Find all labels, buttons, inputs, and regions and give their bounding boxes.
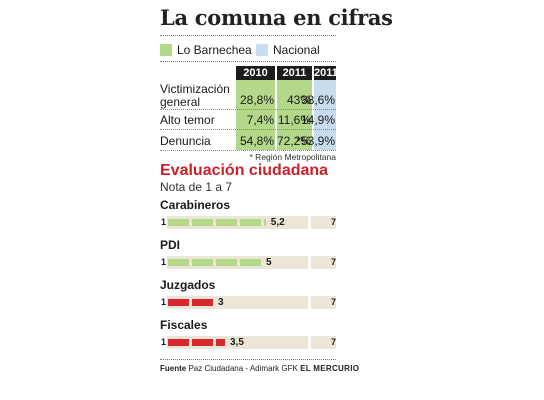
rating-bar-segment [168,259,189,266]
table-cell: *53,9% [296,133,335,148]
table-cell: 43% [286,93,311,107]
scale-max-label: 7 [330,337,336,347]
row-label: Victimización general [160,83,230,109]
divider [160,61,336,62]
rating-bar-segment [216,259,237,266]
rating-track: 1 7 3,5 [160,336,336,349]
rating-label: Juzgados [160,278,216,292]
row-label-line: Victimización [160,82,230,96]
legend-item-nacional: Nacional [256,43,320,57]
scale-min-label: 1 [160,256,167,269]
rating-track: 1 7 3 [160,296,336,309]
legend-label-nacional: Nacional [273,43,320,57]
rating-bar-segment [264,219,266,226]
table-cell: 11,6% [277,113,311,127]
legend-swatch-green [160,44,172,56]
rating-bar-segment [168,339,189,346]
rating-track: 1 7 5 [160,256,336,269]
rating-label: Carabineros [160,198,231,212]
row-label: Alto temor [160,114,215,127]
scale-max-label: 7 [330,257,336,267]
scale-gap [308,216,311,229]
rating-value-label: 3 [216,296,226,309]
scale-gap [308,296,311,309]
rating-value-label: 3,5 [228,336,246,349]
divider [160,359,336,360]
infographic-title: La comuna en cifras [160,5,393,30]
rating-bar-segment [192,259,213,266]
rating-track: 1 7 5,2 [160,216,336,229]
row-separator [160,129,336,130]
column-header: 2011 [277,66,312,80]
table-cell: 38,6% [300,93,335,107]
column-background [236,80,275,150]
scale-min-label: 1 [160,216,167,229]
column-header: 2010 [236,66,275,80]
divider [160,35,336,36]
rating-bar-segment [240,219,261,226]
row-separator [160,109,336,110]
evaluation-subtitle: Nota de 1 a 7 [160,180,233,194]
table-cell: 72,2% [276,133,311,148]
rating-bar-segment [216,339,225,346]
evaluation-title: Evaluación ciudadana [160,162,329,179]
rating-bar-segment [192,219,213,226]
legend-swatch-blue [256,44,268,56]
rating-bar-segment [216,219,237,226]
publisher-logo: EL MERCURIO [300,364,360,373]
legend-item-lo-barnechea: Lo Barnechea [160,43,252,57]
row-label: Denuncia [160,133,211,148]
column-header: 2011 [314,66,338,80]
rating-label: PDI [160,238,181,252]
scale-gap [308,336,311,349]
rating-value-label: 5,2 [268,216,287,229]
row-label-line: general [160,95,201,109]
table-cell: 54,8% [239,133,274,148]
scale-gap [308,256,311,269]
source-text: Paz Ciudadana - Adimark GFK [188,364,298,373]
row-label-line: Denuncia [160,133,211,148]
column-background [277,80,312,150]
rating-value-label: 5 [264,256,274,269]
row-separator [160,150,336,151]
rating-bar-segment [168,219,189,226]
table-cell: 28,8% [239,93,274,107]
legend: Lo Barnechea Nacional [160,43,336,59]
scale-max-label: 7 [330,297,336,307]
rating-label: Fiscales [160,318,208,332]
scale-max-label: 7 [330,217,336,227]
source-label: Fuente [160,364,187,373]
scale-min-label: 1 [160,296,167,309]
stats-table: 2010 2011 2011 Victimización general 28,8% 43%… [160,66,338,151]
rating-bar-segment [192,339,213,346]
source-line: Fuente Paz Ciudadana - Adimark GFK EL ME… [160,364,359,373]
column-background [314,80,336,150]
rating-bar-segment [240,259,261,266]
table-cell: 7,4% [246,113,274,127]
rating-bar-segment [192,299,213,306]
row-label-line: Alto temor [160,113,215,127]
rating-bar-segment [168,299,189,306]
table-cell: 14,9% [300,113,335,127]
scale-min-label: 1 [160,336,167,349]
legend-label-lo-barnechea: Lo Barnechea [177,43,252,57]
table-footnote: * Región Metropolitana [249,152,336,162]
